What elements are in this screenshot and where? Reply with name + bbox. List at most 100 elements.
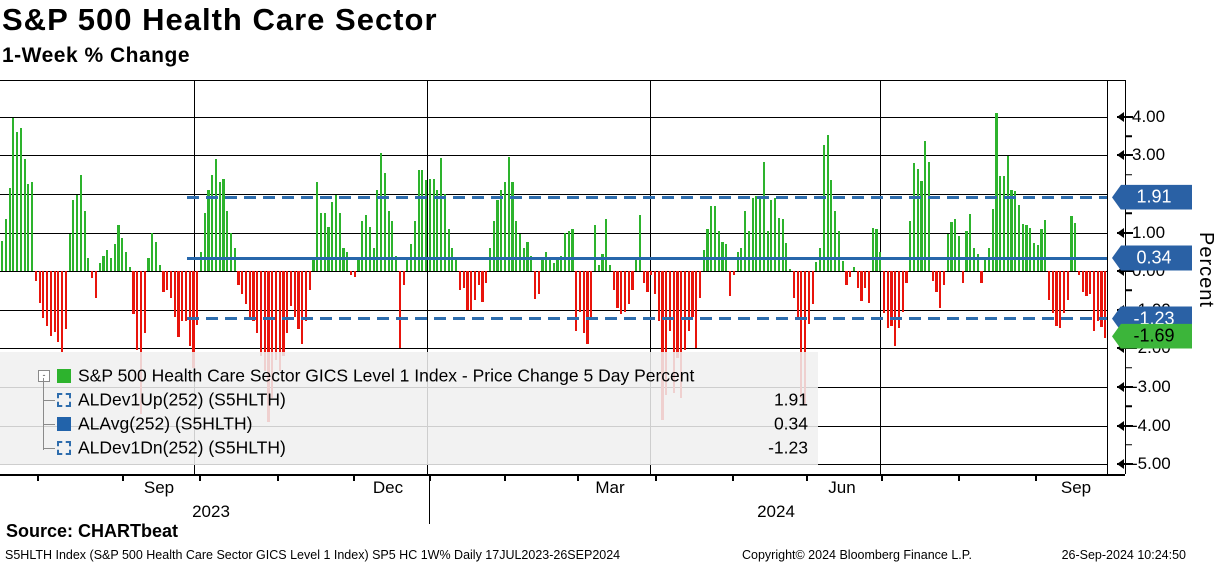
- data-bar: [567, 230, 570, 272]
- data-bar: [252, 271, 255, 322]
- data-bar: [23, 159, 26, 272]
- legend-collapse-icon[interactable]: -: [38, 370, 50, 382]
- legend-row[interactable]: ALDev1Dn(252) (S5HLTH) -1.23: [0, 436, 818, 460]
- data-bar: [436, 190, 439, 272]
- data-bar: [916, 168, 919, 272]
- data-bar: [425, 180, 428, 272]
- data-bar: [346, 251, 349, 272]
- data-bar: [1021, 223, 1024, 272]
- timestamp: 26-Sep-2024 10:24:50: [1061, 548, 1186, 562]
- data-bar: [1104, 271, 1107, 338]
- data-bar: [807, 271, 810, 325]
- data-bar: [762, 161, 765, 272]
- legend-row[interactable]: ALDev1Up(252) (S5HLTH) 1.91: [0, 388, 818, 412]
- data-bar: [470, 271, 473, 311]
- data-bar: [886, 271, 889, 328]
- data-bar: [864, 271, 867, 288]
- legend-value: -1.23: [768, 437, 808, 458]
- data-bar: [214, 159, 218, 272]
- x-month-tick: [37, 474, 39, 481]
- data-bar: [984, 259, 987, 272]
- plot-right-border: [1107, 80, 1108, 474]
- data-bar: [83, 211, 86, 272]
- data-bar: [274, 271, 278, 360]
- y-tick-label: -3.00: [1132, 376, 1171, 396]
- data-bar: [462, 271, 465, 289]
- data-bar: [969, 214, 972, 272]
- data-bar: [792, 271, 795, 298]
- data-bar: [503, 182, 507, 272]
- data-bar: [166, 271, 169, 291]
- data-bar: [211, 174, 214, 272]
- data-bar: [905, 271, 908, 283]
- data-bar: [443, 193, 446, 272]
- data-bar: [383, 173, 386, 272]
- data-bar: [616, 271, 619, 308]
- data-bar: [976, 253, 979, 272]
- y-gridline: [0, 348, 1107, 350]
- data-bar: [27, 183, 30, 272]
- data-bar: [1040, 229, 1043, 272]
- data-bar: [151, 232, 154, 272]
- data-bar: [770, 199, 773, 272]
- data-bar: [16, 132, 19, 272]
- legend-tree-branch: [43, 448, 55, 449]
- data-bar: [1100, 271, 1103, 328]
- data-bar: [248, 271, 251, 318]
- legend-row[interactable]: ALAvg(252) (S5HLTH) 0.34: [0, 412, 818, 436]
- y-axis-title: Percent: [1195, 232, 1217, 308]
- x-year-label: 2023: [192, 502, 230, 521]
- plot-top-border: [0, 80, 1125, 81]
- page-title: S&P 500 Health Care Sector: [2, 2, 438, 37]
- legend-value: 1.91: [773, 389, 808, 410]
- legend-row[interactable]: S&P 500 Health Care Sector GICS Level 1 …: [0, 364, 818, 388]
- data-bar: [657, 271, 660, 322]
- data-bar: [278, 271, 281, 372]
- y-tick-label: 3.00: [1132, 145, 1166, 165]
- data-bar: [890, 271, 893, 326]
- data-bar: [316, 182, 319, 272]
- data-bar: [837, 231, 840, 272]
- data-bar: [76, 194, 79, 272]
- data-bar: [875, 229, 878, 272]
- y-tick-label: 4.00: [1132, 106, 1166, 126]
- x-month-tick: [655, 474, 657, 481]
- data-bar: [942, 271, 946, 285]
- data-bar: [380, 153, 383, 272]
- data-bar: [365, 215, 368, 272]
- data-bar: [263, 271, 266, 372]
- y-gridline: [0, 193, 1107, 195]
- y-axis-line: [1125, 80, 1126, 474]
- data-bar: [1017, 204, 1021, 272]
- data-bar: [244, 271, 248, 304]
- data-bar: [46, 271, 49, 326]
- data-bar: [1044, 219, 1047, 272]
- data-bar: [545, 251, 548, 272]
- data-bar: [338, 213, 341, 272]
- data-bar: [353, 271, 356, 277]
- data-bar: [458, 271, 461, 291]
- data-bar: [698, 271, 702, 299]
- x-month-tick: [199, 474, 201, 481]
- axis-value-badge: -1.69: [1112, 323, 1192, 349]
- data-bar: [349, 271, 353, 275]
- data-bar: [72, 199, 75, 272]
- data-bar: [327, 226, 330, 272]
- y-gridline: [0, 155, 1107, 157]
- x-month-tick: [277, 474, 279, 481]
- data-bar: [387, 211, 390, 272]
- x-month-tick: [958, 474, 960, 481]
- data-bar: [691, 271, 694, 318]
- overlay-line-dashed: [187, 317, 1107, 321]
- data-bar: [57, 271, 60, 343]
- data-bar: [308, 271, 311, 291]
- data-bar: [455, 257, 458, 272]
- data-bar: [774, 197, 777, 272]
- data-bar: [789, 269, 792, 272]
- x-month-tick: [122, 474, 124, 481]
- data-bar: [620, 271, 623, 314]
- x-gridline: [880, 80, 881, 474]
- x-tick-label: Jun: [828, 478, 856, 497]
- legend-label: S&P 500 Health Care Sector GICS Level 1 …: [78, 365, 695, 386]
- data-bar: [950, 222, 953, 272]
